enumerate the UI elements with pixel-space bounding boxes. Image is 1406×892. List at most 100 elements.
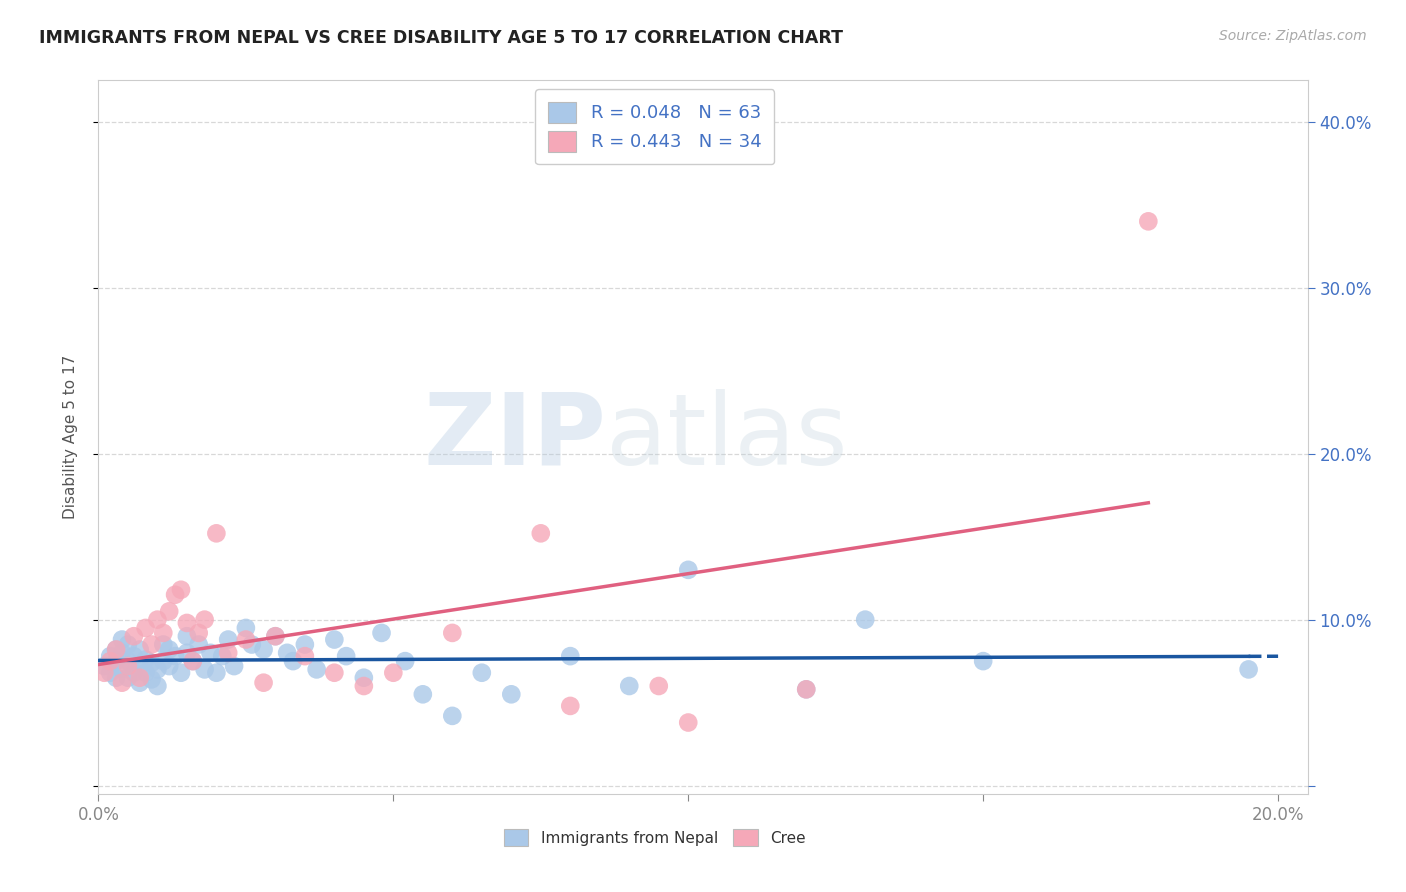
- Point: [105, 671, 128, 685]
- Point: [294, 638, 316, 652]
- Point: [111, 675, 134, 690]
- Point: [141, 656, 163, 670]
- Point: [122, 629, 145, 643]
- Point: [176, 646, 198, 660]
- Point: [170, 582, 193, 597]
- Point: [194, 662, 217, 676]
- Point: [205, 665, 228, 680]
- Point: [252, 642, 274, 657]
- Point: [217, 632, 239, 647]
- Point: [353, 671, 375, 685]
- Point: [187, 626, 209, 640]
- Point: [471, 665, 494, 680]
- Text: Source: ZipAtlas.com: Source: ZipAtlas.com: [1219, 29, 1367, 43]
- Point: [678, 563, 700, 577]
- Point: [135, 652, 157, 666]
- Point: [264, 629, 287, 643]
- Point: [972, 654, 994, 668]
- Point: [176, 629, 198, 643]
- Point: [560, 649, 582, 664]
- Point: [194, 613, 217, 627]
- Text: IMMIGRANTS FROM NEPAL VS CREE DISABILITY AGE 5 TO 17 CORRELATION CHART: IMMIGRANTS FROM NEPAL VS CREE DISABILITY…: [39, 29, 844, 46]
- Text: ZIP: ZIP: [423, 389, 606, 485]
- Point: [98, 649, 121, 664]
- Point: [222, 659, 245, 673]
- Point: [98, 654, 121, 668]
- Point: [240, 638, 263, 652]
- Point: [135, 665, 157, 680]
- Point: [98, 665, 121, 680]
- Point: [117, 671, 139, 685]
- Point: [370, 626, 392, 640]
- Point: [117, 654, 139, 668]
- Point: [619, 679, 641, 693]
- Legend: Immigrants from Nepal, Cree: Immigrants from Nepal, Cree: [496, 822, 813, 854]
- Point: [560, 698, 582, 713]
- Point: [794, 682, 817, 697]
- Point: [93, 665, 115, 680]
- Point: [165, 649, 187, 664]
- Point: [170, 665, 193, 680]
- Point: [648, 679, 671, 693]
- Point: [105, 642, 128, 657]
- Point: [323, 632, 346, 647]
- Point: [200, 646, 222, 660]
- Point: [146, 679, 169, 693]
- Point: [165, 588, 187, 602]
- Point: [152, 654, 174, 668]
- Point: [394, 654, 416, 668]
- Point: [93, 659, 115, 673]
- Point: [205, 526, 228, 541]
- Point: [530, 526, 553, 541]
- Point: [146, 613, 169, 627]
- Point: [853, 613, 876, 627]
- Point: [252, 675, 274, 690]
- Point: [187, 638, 209, 652]
- Point: [294, 649, 316, 664]
- Point: [122, 665, 145, 680]
- Point: [181, 654, 204, 668]
- Point: [353, 679, 375, 693]
- Point: [235, 632, 257, 647]
- Point: [1237, 662, 1260, 676]
- Point: [105, 654, 128, 668]
- Point: [128, 675, 150, 690]
- Point: [128, 659, 150, 673]
- Point: [117, 638, 139, 652]
- Point: [501, 687, 523, 701]
- Point: [794, 682, 817, 697]
- Point: [146, 662, 169, 676]
- Point: [111, 646, 134, 660]
- Point: [235, 621, 257, 635]
- Point: [141, 673, 163, 687]
- Point: [105, 642, 128, 657]
- Point: [441, 709, 464, 723]
- Point: [323, 665, 346, 680]
- Point: [117, 659, 139, 673]
- Point: [678, 715, 700, 730]
- Point: [1137, 214, 1160, 228]
- Point: [128, 642, 150, 657]
- Point: [305, 662, 328, 676]
- Point: [176, 615, 198, 630]
- Text: atlas: atlas: [606, 389, 848, 485]
- Point: [335, 649, 357, 664]
- Point: [276, 646, 298, 660]
- Point: [181, 654, 204, 668]
- Point: [157, 642, 180, 657]
- Point: [135, 621, 157, 635]
- Point: [382, 665, 405, 680]
- Point: [217, 646, 239, 660]
- Point: [152, 626, 174, 640]
- Point: [152, 638, 174, 652]
- Point: [264, 629, 287, 643]
- Point: [141, 638, 163, 652]
- Point: [128, 671, 150, 685]
- Point: [157, 659, 180, 673]
- Y-axis label: Disability Age 5 to 17: Disability Age 5 to 17: [63, 355, 77, 519]
- Point: [111, 662, 134, 676]
- Point: [281, 654, 304, 668]
- Point: [122, 649, 145, 664]
- Point: [157, 604, 180, 618]
- Point: [111, 632, 134, 647]
